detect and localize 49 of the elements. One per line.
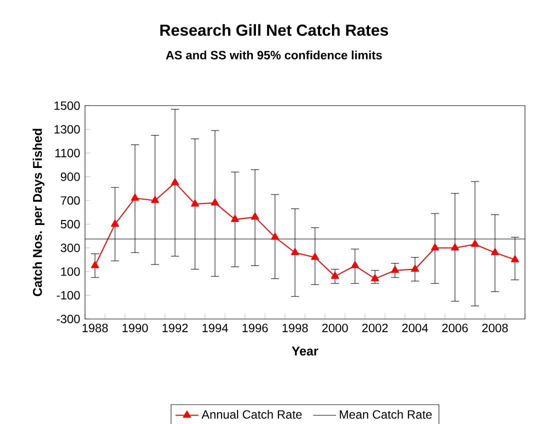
x-axis-title: Year xyxy=(292,346,318,356)
x-tick-label: 2002 xyxy=(362,324,388,332)
x-tick-label: 2000 xyxy=(322,324,348,332)
y-tick-label: 300 xyxy=(60,244,80,252)
x-tick-label: 1996 xyxy=(242,324,268,332)
y-tick-label: 1100 xyxy=(55,148,80,158)
y-tick-label: 100 xyxy=(61,267,80,276)
point xyxy=(151,196,160,204)
x-tick-label: 2006 xyxy=(442,324,468,332)
point xyxy=(331,272,339,279)
point xyxy=(311,252,319,260)
point xyxy=(91,261,100,268)
point xyxy=(191,199,199,207)
point xyxy=(231,214,239,222)
y-tick-label: 700 xyxy=(60,196,80,205)
point xyxy=(451,243,459,250)
point xyxy=(371,274,379,282)
point xyxy=(291,248,299,256)
point xyxy=(171,178,179,186)
point xyxy=(131,194,140,201)
y-tick-label: 500 xyxy=(60,220,80,228)
point xyxy=(351,261,359,268)
point xyxy=(471,240,479,247)
x-tick-label: 1990 xyxy=(122,324,148,332)
legend-label: Mean Catch Rate xyxy=(340,410,432,419)
y-axis-title: Catch Nos. per Days Fished xyxy=(32,128,44,296)
y-tick-label: -300 xyxy=(56,314,80,324)
point xyxy=(391,266,399,273)
x-tick-label: 1988 xyxy=(82,324,108,332)
point xyxy=(271,232,279,240)
y-tick-label: 1500 xyxy=(54,101,80,110)
x-tick-label: 2004 xyxy=(402,324,428,332)
y-tick-label: 900 xyxy=(60,172,80,182)
point xyxy=(251,212,259,220)
y-tick-label: 1300 xyxy=(54,125,80,134)
point xyxy=(411,264,419,272)
legend-label: Annual Catch Rate xyxy=(202,410,302,419)
x-tick-label: 1992 xyxy=(162,324,188,332)
point xyxy=(490,248,499,256)
x-tick-label: 2008 xyxy=(482,324,508,332)
point xyxy=(111,220,119,227)
y-tick-label: -100 xyxy=(56,291,80,300)
point xyxy=(431,243,439,250)
chart-subtitle: AS and SS with 95% confidence limits xyxy=(166,50,382,60)
point xyxy=(211,198,220,206)
x-tick-label: 1994 xyxy=(202,324,228,332)
x-tick-label: 1998 xyxy=(282,324,308,332)
point xyxy=(511,255,519,262)
chart-title: Research Gill Net Catch Rates xyxy=(160,24,388,36)
